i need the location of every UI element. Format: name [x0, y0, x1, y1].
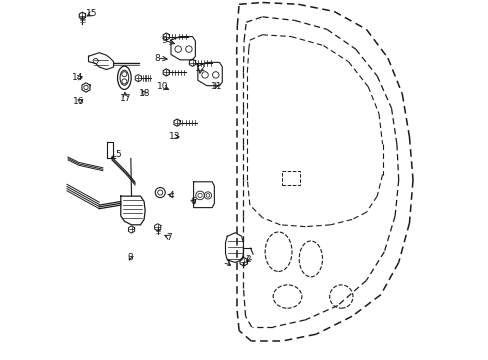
- Text: 15: 15: [86, 9, 98, 18]
- Text: 1: 1: [225, 259, 231, 268]
- Text: 10: 10: [157, 82, 168, 91]
- Text: 7: 7: [166, 233, 172, 242]
- Text: 16: 16: [73, 97, 84, 106]
- Text: 3: 3: [127, 253, 133, 262]
- Text: 8: 8: [155, 54, 160, 63]
- Text: 14: 14: [72, 73, 83, 82]
- Text: 4: 4: [168, 190, 173, 199]
- Text: 6: 6: [190, 197, 196, 206]
- Text: 2: 2: [245, 255, 250, 264]
- Text: 17: 17: [120, 94, 131, 103]
- Text: 11: 11: [210, 82, 222, 91]
- Text: 9: 9: [161, 36, 166, 45]
- Text: 13: 13: [168, 132, 180, 141]
- Text: 12: 12: [195, 64, 206, 73]
- Text: 18: 18: [139, 89, 150, 98]
- Text: 5: 5: [115, 150, 121, 159]
